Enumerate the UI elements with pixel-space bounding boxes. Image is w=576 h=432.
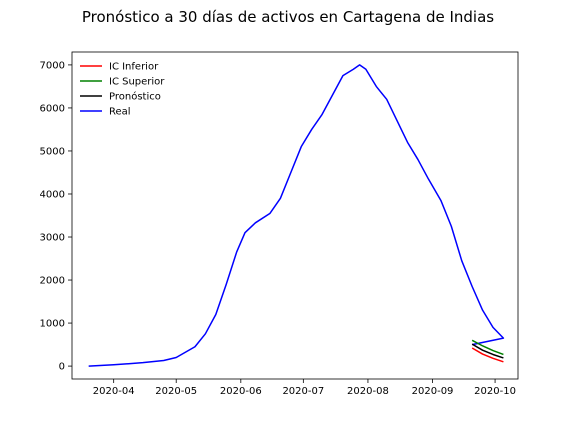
x-tick-label: 2020-10 [474, 386, 516, 397]
y-tick-label: 3000 [40, 233, 65, 244]
y-tick-label: 5000 [40, 146, 65, 157]
x-tick-label: 2020-08 [347, 386, 389, 397]
series-line-ic-inferior [472, 348, 503, 362]
legend-label: IC Inferior [109, 62, 159, 73]
y-tick-label: 0 [59, 362, 65, 373]
legend-label: Real [109, 107, 131, 118]
y-tick-label: 7000 [40, 60, 65, 71]
y-tick-label: 6000 [40, 103, 65, 114]
x-tick-label: 2020-05 [155, 386, 197, 397]
x-tick-label: 2020-06 [220, 386, 262, 397]
legend-label: Pronóstico [109, 91, 161, 103]
y-tick-label: 2000 [40, 276, 65, 287]
y-tick-label: 1000 [40, 319, 65, 330]
plot-marks [89, 65, 504, 366]
legend-label: IC Superior [109, 77, 165, 88]
x-tick-label: 2020-07 [282, 386, 324, 397]
x-tick-label: 2020-04 [93, 386, 135, 397]
legend: IC Inferior IC Superior Pronóstico Real [80, 62, 165, 118]
chart-title: Pronóstico a 30 días de activos en Carta… [82, 8, 494, 26]
y-tick-label: 4000 [40, 189, 65, 200]
x-tick-label: 2020-09 [412, 386, 454, 397]
series-line-real [89, 65, 504, 366]
